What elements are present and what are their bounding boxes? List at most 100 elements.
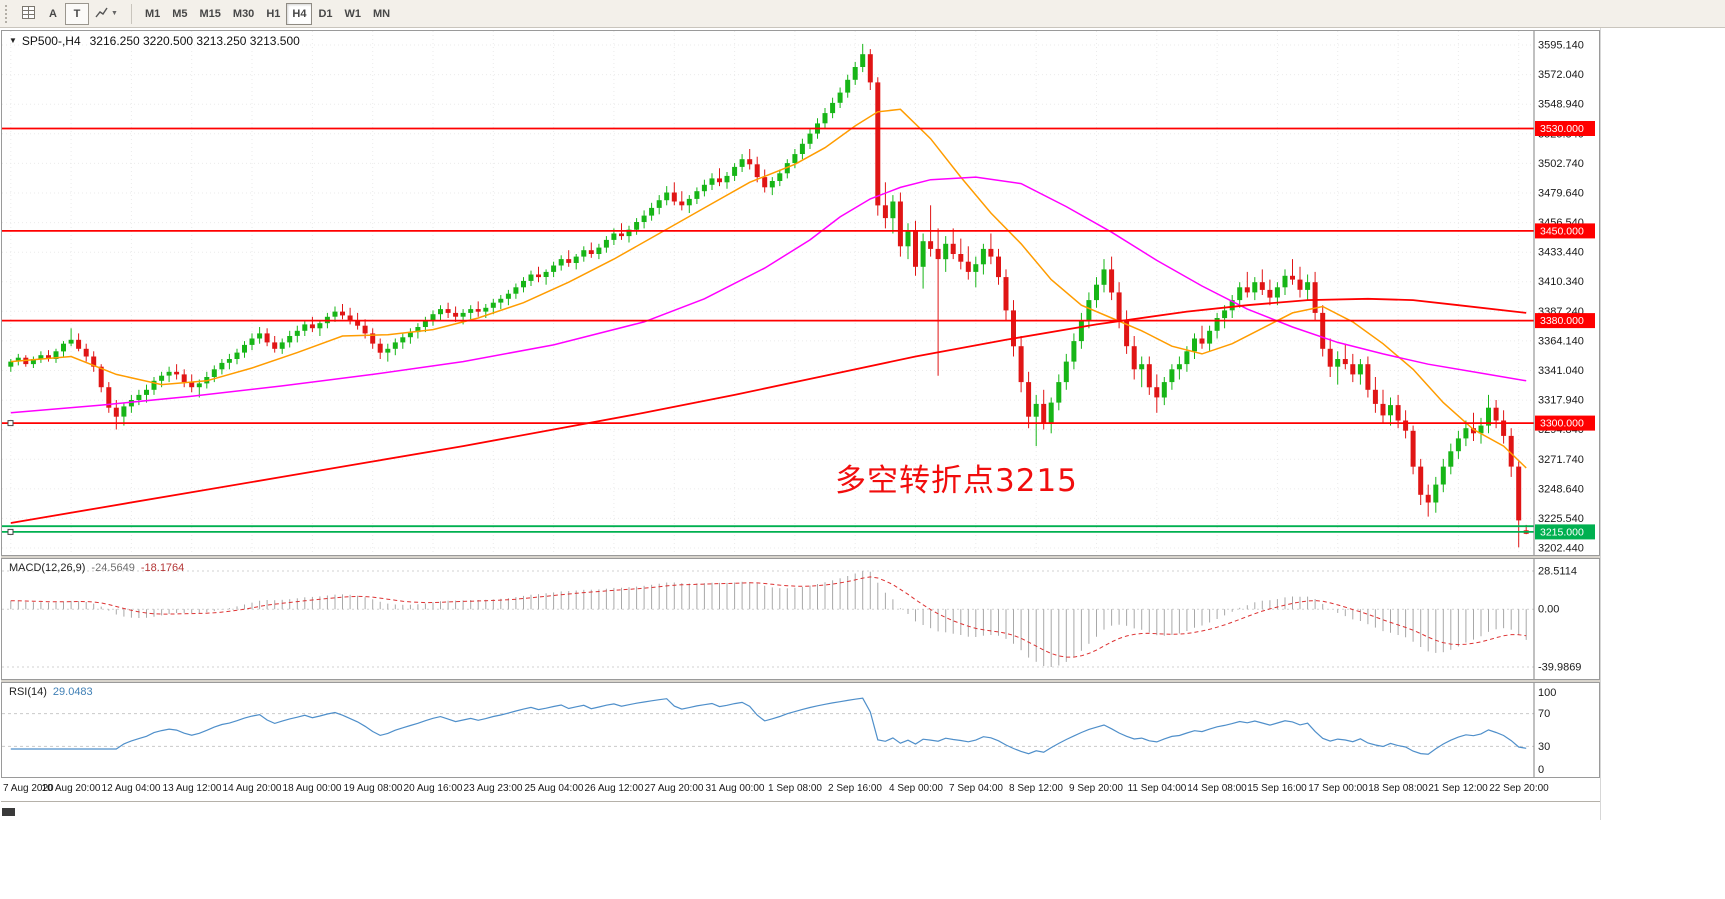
rsi-line bbox=[10, 697, 1527, 755]
time-axis-label: 31 Aug 00:00 bbox=[705, 783, 765, 794]
time-axis[interactable]: 7 Aug 2020 10 Aug 20:00 12 Aug 04:00 13 Aug… bbox=[1, 778, 1600, 802]
text-tool-button[interactable]: T bbox=[65, 2, 89, 25]
svg-text:3215.000: 3215.000 bbox=[1540, 526, 1584, 538]
ma-slow bbox=[10, 297, 1527, 524]
time-axis-label: 14 Sep 08:00 bbox=[1187, 783, 1247, 794]
annotation-text[interactable]: 多空转折点3215 bbox=[835, 463, 1078, 499]
timeframe-h4-button[interactable]: H4 bbox=[286, 2, 313, 25]
macd-label: MACD(12,26,9) bbox=[9, 562, 86, 574]
macd-chart[interactable]: 28.5114 0.00 -39.9869 bbox=[2, 559, 1599, 679]
ohlc-values: 3216.250 3220.500 3213.250 3213.500 bbox=[89, 34, 300, 48]
svg-text:0.00: 0.00 bbox=[1538, 604, 1559, 616]
time-axis-label: 15 Sep 16:00 bbox=[1247, 783, 1307, 794]
time-axis-label: 19 Aug 08:00 bbox=[343, 783, 403, 794]
svg-text:3410.340: 3410.340 bbox=[1538, 276, 1584, 288]
price-line-badge bbox=[1535, 121, 1595, 136]
collapse-arrow-icon[interactable]: ▼ bbox=[9, 36, 17, 45]
time-axis-label: 12 Aug 04:00 bbox=[101, 783, 161, 794]
price-line-badge bbox=[1535, 313, 1595, 329]
timeframe-mn-button[interactable]: MN bbox=[367, 3, 396, 25]
svg-text:3364.140: 3364.140 bbox=[1538, 335, 1584, 347]
time-axis-label: 1 Sep 08:00 bbox=[768, 783, 822, 794]
line-handle bbox=[7, 528, 14, 535]
time-axis-label: 21 Sep 12:00 bbox=[1428, 783, 1488, 794]
macd-panel: 28.5114 0.00 -39.9869 MACD(12,26,9) -24.564… bbox=[1, 558, 1600, 680]
time-axis-label: 7 Aug 2020 bbox=[3, 783, 54, 794]
time-axis-label: 18 Aug 00:00 bbox=[282, 783, 342, 794]
svg-text:3433.440: 3433.440 bbox=[1538, 247, 1584, 259]
rsi-label: RSI(14) bbox=[9, 686, 47, 698]
svg-text:3530.000: 3530.000 bbox=[1540, 123, 1584, 135]
svg-text:3548.940: 3548.940 bbox=[1538, 99, 1584, 111]
line-handle bbox=[7, 420, 14, 427]
time-axis-label: 9 Sep 20:00 bbox=[1069, 783, 1123, 794]
trendline-icon bbox=[95, 6, 108, 22]
svg-text:3317.940: 3317.940 bbox=[1538, 395, 1584, 407]
timeframe-m5-button[interactable]: M5 bbox=[166, 3, 193, 25]
svg-text:3502.740: 3502.740 bbox=[1538, 158, 1584, 170]
time-axis-label: 13 Aug 12:00 bbox=[162, 783, 222, 794]
chevron-down-icon: ▼ bbox=[111, 10, 118, 17]
moving-averages bbox=[10, 108, 1527, 524]
rsi-title: RSI(14) 29.0483 bbox=[9, 686, 93, 698]
svg-text:28.5114: 28.5114 bbox=[1538, 566, 1577, 578]
time-axis-label: 27 Aug 20:00 bbox=[644, 783, 704, 794]
time-axis-label: 26 Aug 12:00 bbox=[584, 783, 644, 794]
svg-text:3450.000: 3450.000 bbox=[1540, 225, 1584, 237]
scrollbar-thumb[interactable] bbox=[2, 808, 15, 816]
svg-text:3225.540: 3225.540 bbox=[1538, 513, 1584, 525]
svg-text:3595.140: 3595.140 bbox=[1538, 40, 1584, 52]
macd-title: MACD(12,26,9) -24.5649 -18.1764 bbox=[9, 562, 184, 574]
timeframe-d1-button[interactable]: D1 bbox=[312, 3, 338, 25]
svg-text:3572.040: 3572.040 bbox=[1538, 69, 1584, 81]
time-axis-label: 7 Sep 04:00 bbox=[949, 783, 1003, 794]
time-axis-label: 23 Aug 23:00 bbox=[463, 783, 523, 794]
svg-text:100: 100 bbox=[1538, 687, 1556, 699]
rsi-chart[interactable]: 100 70 30 0 bbox=[2, 683, 1599, 777]
time-axis-label: 20 Aug 16:00 bbox=[403, 783, 463, 794]
timeframe-w1-button[interactable]: W1 bbox=[339, 3, 368, 25]
time-axis-label: 11 Sep 04:00 bbox=[1127, 783, 1187, 794]
macd-signal-line bbox=[10, 576, 1527, 658]
chart-grid-icon bbox=[22, 5, 35, 22]
svg-text:3271.740: 3271.740 bbox=[1538, 454, 1584, 466]
macd-signal-value: -18.1764 bbox=[140, 562, 185, 574]
timeframe-m1-button[interactable]: M1 bbox=[139, 3, 166, 25]
ma-fast bbox=[10, 108, 1527, 469]
svg-text:-39.9869: -39.9869 bbox=[1538, 662, 1581, 674]
time-axis-label: 17 Sep 00:00 bbox=[1308, 783, 1368, 794]
toolbar-grip[interactable] bbox=[5, 4, 11, 23]
candles bbox=[8, 43, 1529, 548]
panel-divider[interactable] bbox=[1, 680, 1600, 682]
svg-text:3341.040: 3341.040 bbox=[1538, 365, 1584, 377]
timeframe-m15-button[interactable]: M15 bbox=[194, 3, 227, 25]
price-line-badge bbox=[1535, 415, 1595, 431]
time-axis-label: 10 Aug 20:00 bbox=[41, 783, 101, 794]
toolbar: A T ▼ M1 M5 M15 M30 H1 H4 D1 W1 MN bbox=[0, 0, 1725, 28]
candlestick-chart[interactable]: 3595.1403572.0403548.9403525.8403502.740… bbox=[2, 31, 1599, 555]
symbol-timeframe-label: SP500-,H4 bbox=[21, 34, 81, 48]
arrow-label-button[interactable]: A bbox=[41, 3, 65, 25]
price-axis: 3595.1403572.0403548.9403525.8403502.740… bbox=[1533, 31, 1595, 555]
chart-window: 3595.1403572.0403548.9403525.8403502.740… bbox=[0, 28, 1601, 820]
ma-mid bbox=[10, 176, 1527, 414]
chart-title: ▼ SP500-,H4 3216.250 3220.500 3213.250 321… bbox=[9, 34, 300, 48]
price-chart-panel: 3595.1403572.0403548.9403525.8403502.740… bbox=[1, 30, 1600, 556]
timeframe-m30-button[interactable]: M30 bbox=[227, 3, 260, 25]
price-line-badge bbox=[1535, 524, 1595, 540]
timeframe-h1-button[interactable]: H1 bbox=[260, 3, 286, 25]
toolbar-separator bbox=[130, 3, 132, 24]
svg-text:3479.640: 3479.640 bbox=[1538, 188, 1584, 200]
macd-value: -24.5649 bbox=[91, 562, 135, 574]
svg-text:70: 70 bbox=[1538, 708, 1550, 720]
svg-text:30: 30 bbox=[1538, 741, 1550, 753]
draw-tool-button[interactable]: ▼ bbox=[89, 3, 124, 25]
svg-text:3300.000: 3300.000 bbox=[1540, 418, 1584, 430]
time-axis-label: 22 Sep 20:00 bbox=[1489, 783, 1549, 794]
new-chart-icon-button[interactable] bbox=[16, 3, 41, 25]
time-axis-label: 2 Sep 16:00 bbox=[828, 783, 882, 794]
panel-divider[interactable] bbox=[1, 556, 1600, 558]
macd-histogram bbox=[10, 571, 1527, 667]
rsi-panel: 100 70 30 0 RSI(14) 29.0483 bbox=[1, 682, 1600, 778]
